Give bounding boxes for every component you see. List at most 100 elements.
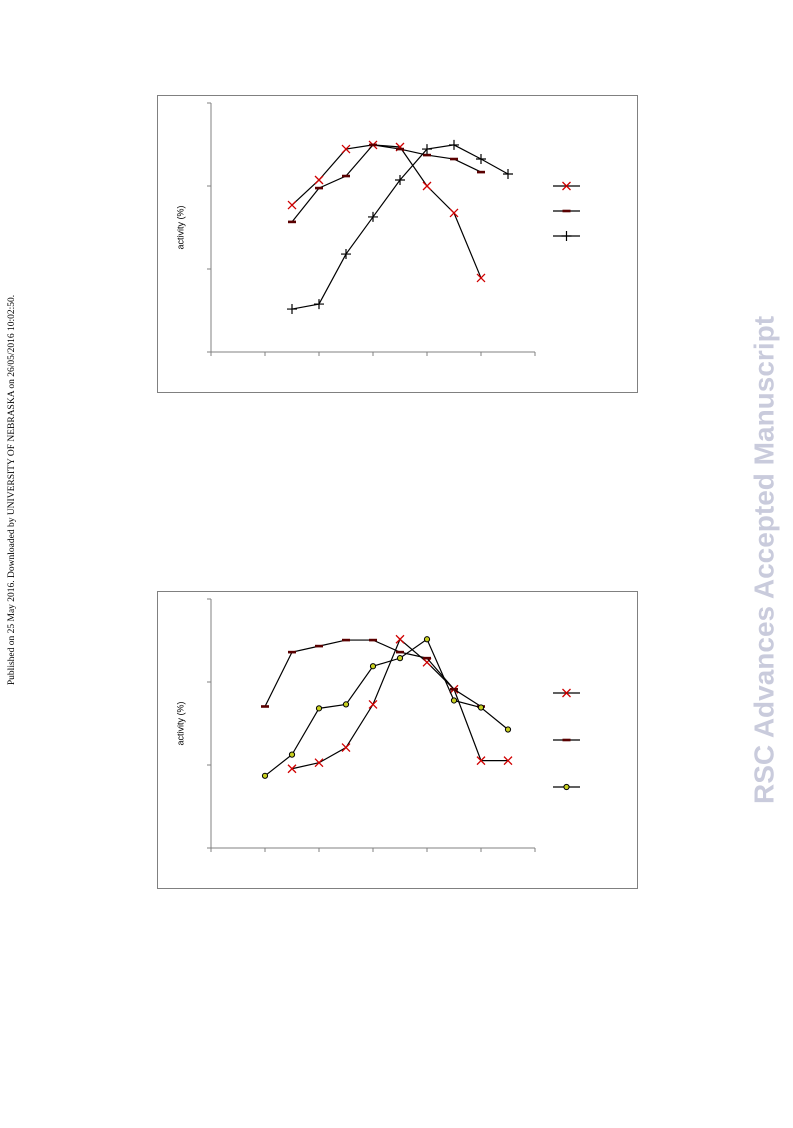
marker-shape xyxy=(503,756,513,766)
marker-shape xyxy=(315,644,323,648)
data-point xyxy=(314,175,324,185)
marker-shape xyxy=(369,143,377,147)
marker-shape xyxy=(450,697,458,704)
data-point xyxy=(261,705,269,708)
chart-frame xyxy=(157,591,638,889)
data-point xyxy=(342,174,350,178)
legend-marker xyxy=(562,738,571,742)
data-point xyxy=(288,650,296,654)
y-axis-label: activity (%) xyxy=(175,205,185,249)
marker-shape xyxy=(369,663,377,670)
marker-shape xyxy=(261,772,269,779)
marker-shape xyxy=(562,738,571,742)
marker-shape xyxy=(314,758,324,768)
data-point xyxy=(396,147,404,151)
data-point xyxy=(476,154,486,165)
marker-shape xyxy=(314,175,324,185)
marker-shape xyxy=(476,154,486,165)
legend-marker xyxy=(561,231,572,241)
data-point xyxy=(422,657,432,667)
data-point xyxy=(341,144,351,154)
series-line xyxy=(264,639,482,707)
marker-shape xyxy=(561,231,572,241)
data-point xyxy=(423,153,431,157)
marker-shape xyxy=(396,650,404,654)
data-point xyxy=(450,157,458,161)
data-point xyxy=(369,143,377,147)
marker-shape xyxy=(314,299,324,310)
marker-shape xyxy=(422,657,432,667)
legend-marker xyxy=(563,783,570,791)
watermark: RSC Advances Accepted Manuscript xyxy=(748,316,779,804)
marker-shape xyxy=(288,650,296,654)
legend-marker xyxy=(562,688,571,698)
legend-marker xyxy=(562,181,571,191)
marker-shape xyxy=(287,764,297,774)
marker-shape xyxy=(261,705,269,708)
data-point xyxy=(342,638,350,642)
legend-marker xyxy=(562,209,571,213)
data-point xyxy=(503,756,513,766)
marker-shape xyxy=(368,211,378,222)
data-point xyxy=(504,726,512,733)
marker-shape xyxy=(504,726,512,733)
data-point xyxy=(450,697,458,704)
marker-shape xyxy=(563,783,570,791)
data-point xyxy=(396,650,404,654)
marker-shape xyxy=(449,139,459,150)
marker-shape xyxy=(287,200,297,210)
series-line xyxy=(291,144,482,223)
data-point xyxy=(287,764,297,774)
data-point xyxy=(287,200,297,210)
data-point xyxy=(369,663,377,670)
data-point xyxy=(288,751,296,758)
data-point xyxy=(423,656,431,660)
marker-shape xyxy=(449,208,459,218)
data-point xyxy=(368,211,378,222)
data-point xyxy=(315,705,323,712)
marker-shape xyxy=(423,153,431,157)
data-point xyxy=(369,638,377,642)
series-line xyxy=(264,638,509,777)
data-point xyxy=(315,644,323,648)
marker-shape xyxy=(422,181,432,191)
data-point xyxy=(261,772,269,779)
data-point xyxy=(287,304,297,315)
marker-shape xyxy=(422,144,432,155)
marker-shape xyxy=(423,656,431,660)
marker-shape xyxy=(503,168,513,179)
side-note: Published on 25 May 2016. Downloaded by … xyxy=(7,295,17,685)
marker-shape xyxy=(477,170,485,174)
marker-shape xyxy=(315,705,323,712)
marker-shape xyxy=(341,249,351,260)
marker-shape xyxy=(396,147,404,151)
marker-shape xyxy=(562,181,571,191)
data-point xyxy=(422,144,432,155)
marker-shape xyxy=(395,174,405,185)
data-point xyxy=(476,756,486,766)
data-point xyxy=(422,181,432,191)
marker-shape xyxy=(423,636,431,643)
data-point xyxy=(288,220,296,224)
marker-shape xyxy=(450,157,458,161)
marker-shape xyxy=(342,638,350,642)
data-point xyxy=(341,743,351,753)
marker-shape xyxy=(395,634,405,644)
marker-shape xyxy=(450,687,458,691)
data-point xyxy=(368,699,378,709)
data-point xyxy=(342,701,350,708)
marker-shape xyxy=(288,751,296,758)
marker-shape xyxy=(369,638,377,642)
marker-shape xyxy=(342,174,350,178)
data-point xyxy=(476,273,486,283)
marker-shape xyxy=(396,655,404,662)
series-line xyxy=(291,144,482,279)
marker-shape xyxy=(476,273,486,283)
data-point xyxy=(477,170,485,174)
marker-shape xyxy=(368,699,378,709)
marker-shape xyxy=(476,756,486,766)
data-point xyxy=(477,704,485,711)
marker-shape xyxy=(477,704,485,711)
